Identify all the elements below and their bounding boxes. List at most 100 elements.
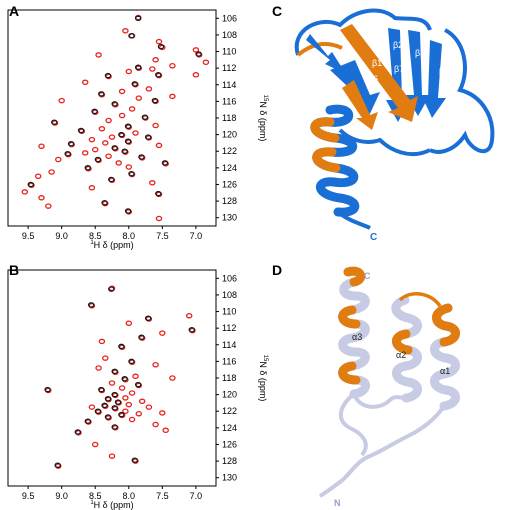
nmr-peak bbox=[121, 376, 128, 382]
nmr-peak bbox=[122, 408, 129, 414]
nmr-peak bbox=[64, 150, 71, 157]
nmr-peak bbox=[108, 134, 116, 140]
nmr-peak bbox=[131, 457, 139, 463]
y-tick-label: 128 bbox=[222, 196, 237, 206]
nmr-peak bbox=[152, 361, 159, 368]
nmr-peak bbox=[118, 88, 126, 95]
y-axis-title: 15N δ (ppm) bbox=[258, 95, 268, 142]
nmr-peak bbox=[108, 286, 115, 292]
label-beta1: β1 bbox=[372, 58, 382, 68]
y-tick-label: 114 bbox=[222, 340, 236, 350]
nmr-peak bbox=[102, 140, 109, 146]
label-beta4: β4 bbox=[439, 66, 449, 76]
nmr-peak bbox=[145, 86, 153, 92]
nmr-peak bbox=[162, 427, 169, 434]
loop-top bbox=[294, 8, 432, 56]
nmr-peak bbox=[118, 131, 125, 138]
n-terminus-label: N bbox=[356, 76, 363, 87]
y-tick-label: 130 bbox=[222, 473, 237, 483]
nmr-peak bbox=[98, 338, 106, 345]
helix-alpha1 bbox=[310, 104, 372, 230]
x-axis-title: 1H δ (ppm) bbox=[90, 240, 133, 250]
n-terminus-label: N bbox=[334, 498, 341, 508]
label-beta3: β3 bbox=[415, 48, 425, 58]
nmr-peak bbox=[98, 126, 106, 132]
nmr-peak bbox=[95, 52, 102, 58]
y-tick-label: 110 bbox=[222, 307, 236, 317]
nmr-peak bbox=[149, 180, 156, 186]
label-alpha3: α3 bbox=[352, 332, 362, 342]
y-tick-label: 120 bbox=[222, 390, 237, 400]
nmr-peak bbox=[134, 381, 142, 388]
x-axis: 9.5 9.0 8.5 8.0 7.5 7.0 bbox=[22, 486, 202, 501]
nmr-peak bbox=[111, 101, 118, 107]
y-tick-label: 122 bbox=[222, 406, 237, 416]
nmr-peak bbox=[155, 38, 163, 45]
helix-alpha3 bbox=[338, 266, 370, 399]
nmr-peak bbox=[111, 145, 118, 151]
nmr-peak bbox=[135, 95, 143, 101]
nmr-peak bbox=[145, 404, 153, 410]
nmr-peak bbox=[128, 390, 136, 396]
protein-structure-c: N C α1 β5 β6 β1 β2 β3 β7 β4 bbox=[294, 8, 495, 243]
y-axis: 106 108 110 112 114 116 118 120 122 124 126 128 130 bbox=[216, 273, 237, 483]
nmr-peak bbox=[152, 57, 159, 63]
nmr-peak bbox=[192, 47, 200, 53]
nmr-peak bbox=[84, 418, 92, 424]
x-tick-label: 8.5 bbox=[89, 491, 102, 501]
nmr-peak bbox=[124, 208, 132, 214]
nmr-peak bbox=[34, 173, 42, 179]
nmr-peak bbox=[131, 81, 139, 87]
y-tick-label: 126 bbox=[222, 179, 237, 189]
nmr-peak bbox=[104, 414, 112, 420]
x-axis: 9.5 9.0 8.5 8.0 7.5 7.0 bbox=[22, 226, 202, 241]
nmr-peak bbox=[124, 138, 132, 145]
plot-frame bbox=[7, 9, 217, 227]
nmr-peak bbox=[81, 150, 89, 156]
label-beta7: β7 bbox=[394, 64, 404, 74]
nmr-peak bbox=[101, 199, 108, 206]
nmr-peak bbox=[87, 302, 95, 308]
nmr-peak bbox=[161, 160, 169, 166]
nmr-peak bbox=[55, 156, 62, 163]
nmr-peak bbox=[94, 408, 102, 414]
y-tick-label: 112 bbox=[222, 323, 236, 333]
helix-alpha1 bbox=[430, 303, 460, 411]
label-beta2: β2 bbox=[393, 40, 403, 50]
nmr-peak bbox=[108, 176, 115, 183]
nmr-peak bbox=[128, 170, 135, 177]
loop-n-tail bbox=[318, 404, 446, 498]
panel-label-c: C bbox=[272, 3, 283, 19]
x-axis-title: 1H δ (ppm) bbox=[90, 500, 133, 510]
y-tick-label: 126 bbox=[222, 439, 237, 449]
label-beta5: β5 bbox=[310, 87, 320, 97]
c-terminus-label: C bbox=[364, 271, 371, 281]
nmr-peak bbox=[27, 181, 35, 188]
nmr-peak bbox=[202, 59, 210, 66]
x-tick-label: 9.0 bbox=[55, 231, 68, 241]
nmr-peak bbox=[122, 28, 129, 34]
nmr-peak bbox=[128, 33, 135, 39]
nmr-peak bbox=[138, 334, 145, 341]
nmr-peak bbox=[169, 62, 176, 69]
y-tick-label: 106 bbox=[222, 13, 237, 23]
nmr-peak bbox=[152, 421, 159, 428]
nmr-peak bbox=[125, 164, 133, 170]
nmr-peak bbox=[108, 453, 116, 459]
y-tick-label: 116 bbox=[222, 356, 236, 366]
label-alpha2: α2 bbox=[396, 350, 406, 360]
nmr-peak bbox=[45, 203, 52, 209]
nmr-peak bbox=[58, 97, 65, 104]
hsqc-spectrum-b: 9.5 9.0 8.5 8.0 7.5 7.0 106 108 110 112 114 116 118… bbox=[7, 269, 268, 510]
y-tick-label: 128 bbox=[222, 456, 237, 466]
nmr-peak bbox=[132, 373, 139, 380]
nmr-peak bbox=[44, 386, 51, 393]
panel-label-a: A bbox=[9, 3, 20, 19]
nmr-peak bbox=[185, 312, 193, 319]
nmr-peak bbox=[188, 327, 196, 333]
c-terminus-label: C bbox=[370, 232, 377, 243]
y-tick-label: 122 bbox=[222, 146, 237, 156]
y-tick-label: 130 bbox=[222, 213, 237, 223]
nmr-peak bbox=[115, 160, 122, 166]
nmr-peak bbox=[91, 108, 98, 115]
